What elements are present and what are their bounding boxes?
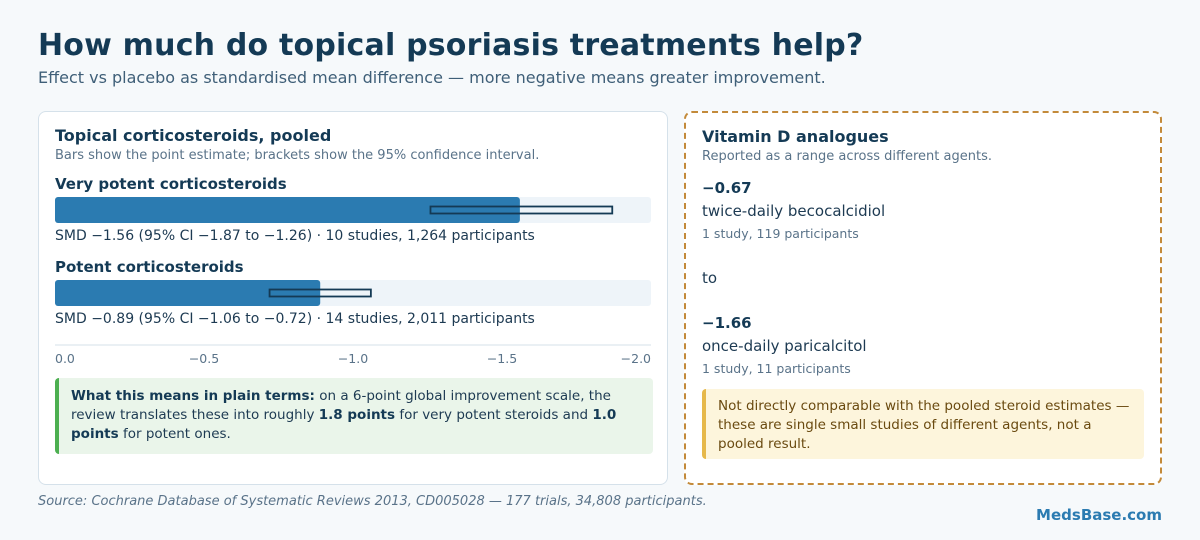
x-tick-label: −0.5: [189, 351, 219, 366]
range-high-value: −0.67: [702, 179, 752, 197]
x-tick-label: −1.0: [338, 351, 368, 366]
smd-bar-chart: 0.0 −0.5 −1.0 −1.5 −2.0: [55, 197, 651, 366]
note-text-1: on a 6-point global improvement scale, t…: [71, 388, 611, 423]
bar-label-very-potent: Very potent corticosteroids: [55, 175, 287, 193]
range-high-studies: 1 study, 119 participants: [702, 226, 859, 241]
panel-title: Topical corticosteroids, pooled: [55, 126, 332, 145]
x-tick-label: −2.0: [621, 351, 651, 366]
range-connector: to: [702, 269, 718, 287]
bar-caption-potent: SMD −0.89 (95% CI −1.06 to −0.72) · 14 s…: [55, 311, 535, 327]
page-title: How much do topical psoriasis treatments…: [38, 28, 864, 63]
range-low-value: −1.66: [702, 314, 752, 332]
range-high-agent: twice-daily becocalcidiol: [702, 202, 886, 220]
panel-title: Vitamin D analogues: [702, 127, 889, 146]
x-tick-label: −1.5: [487, 351, 517, 366]
range-low-agent: once-daily paricalcitol: [702, 337, 867, 355]
note-value-2: 1.0 points: [71, 407, 617, 442]
vitamin-d-panel: Vitamin D analogues Reported as a range …: [684, 111, 1162, 485]
page-subtitle: Effect vs placebo as standardised mean d…: [38, 68, 826, 87]
brand-logo[interactable]: MedsBase.com: [1036, 506, 1162, 524]
corticosteroids-panel: Topical corticosteroids, pooled Bars sho…: [38, 111, 668, 485]
ci-bracket: [429, 205, 614, 215]
bar-point-estimate: [55, 280, 321, 306]
bar-label-potent: Potent corticosteroids: [55, 258, 244, 276]
bar-caption-very-potent: SMD −1.56 (95% CI −1.87 to −1.26) · 10 s…: [55, 228, 535, 244]
ci-bracket: [268, 288, 372, 298]
panel-subtitle: Bars show the point estimate; brackets s…: [55, 148, 540, 163]
note-value-1: 1.8 points: [318, 407, 396, 423]
note-text-3: for potent ones.: [118, 426, 231, 442]
range-low-studies: 1 study, 11 participants: [702, 361, 851, 376]
bar-point-estimate: [55, 197, 520, 223]
plain-terms-note: What this means in plain terms: on a 6-p…: [55, 378, 653, 454]
x-tick-label: 0.0: [55, 351, 75, 366]
comparability-warning: Not directly comparable with the pooled …: [702, 389, 1144, 459]
panel-subtitle: Reported as a range across different age…: [702, 149, 992, 164]
note-text-2: for very potent steroids and: [395, 407, 593, 423]
source-citation: Source: Cochrane Database of Systematic …: [38, 494, 707, 509]
note-lead: What this means in plain terms:: [71, 388, 315, 404]
